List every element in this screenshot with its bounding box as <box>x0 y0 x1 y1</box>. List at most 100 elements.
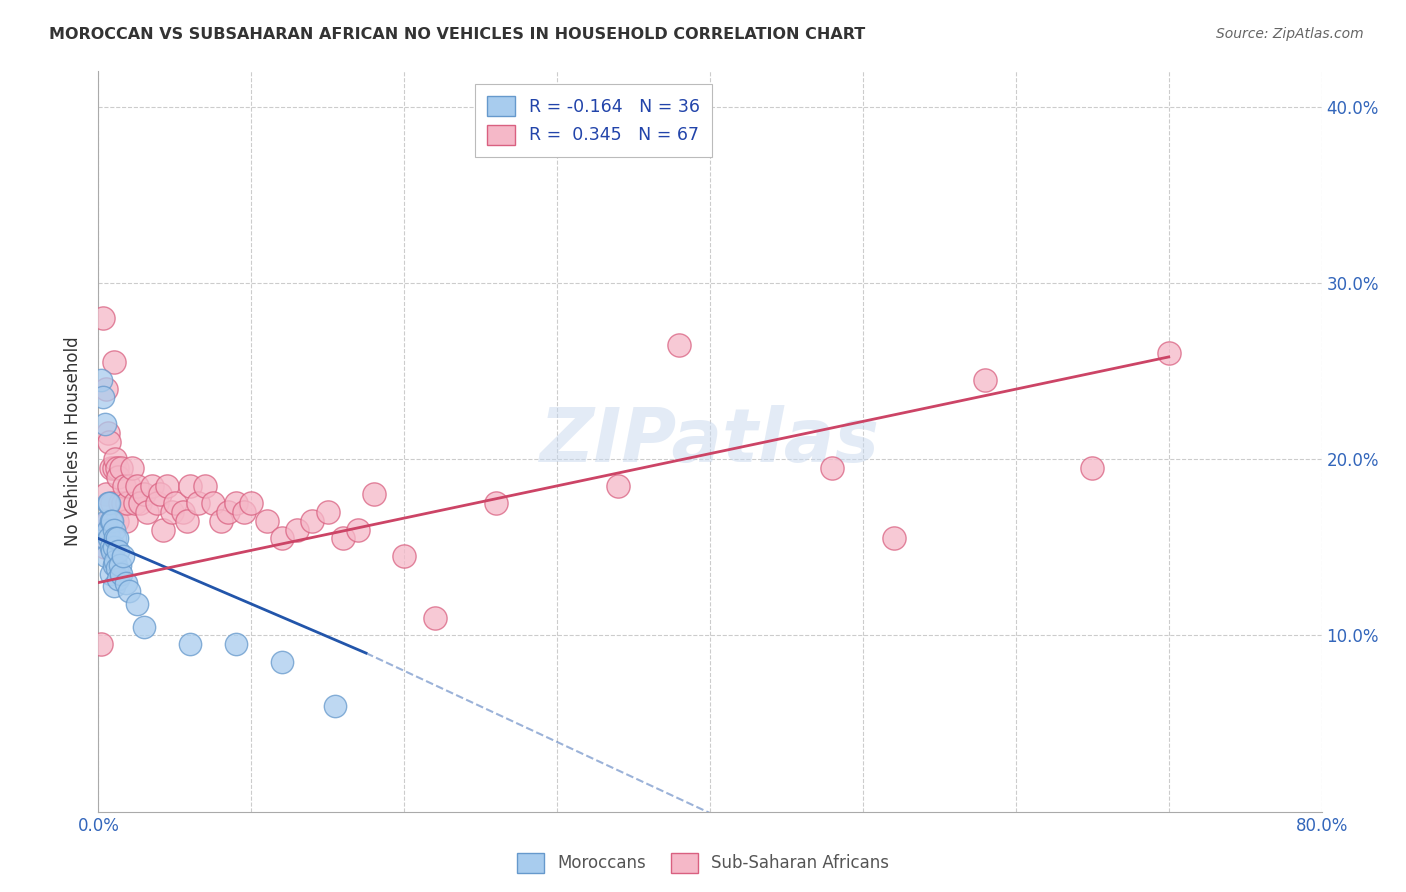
Point <box>974 373 997 387</box>
Point <box>325 698 347 713</box>
Point <box>118 584 141 599</box>
Point <box>91 311 114 326</box>
Point <box>1081 461 1104 475</box>
Point <box>94 549 117 563</box>
Point <box>363 487 385 501</box>
Text: ZIPatlas: ZIPatlas <box>540 405 880 478</box>
Point <box>392 549 416 563</box>
Point <box>217 505 239 519</box>
Point <box>103 461 125 475</box>
Point <box>94 514 117 528</box>
Point <box>121 461 143 475</box>
Point <box>110 461 132 475</box>
Point <box>145 496 167 510</box>
Point <box>103 558 125 572</box>
Point <box>270 655 292 669</box>
Point <box>125 597 148 611</box>
Point <box>93 532 115 546</box>
Point <box>240 496 263 510</box>
Point <box>93 541 115 555</box>
Point <box>103 579 125 593</box>
Point <box>172 505 194 519</box>
Point <box>485 496 508 510</box>
Point <box>101 514 124 528</box>
Point <box>98 532 121 546</box>
Text: MOROCCAN VS SUBSAHARAN AFRICAN NO VEHICLES IN HOUSEHOLD CORRELATION CHART: MOROCCAN VS SUBSAHARAN AFRICAN NO VEHICL… <box>49 27 866 42</box>
Point <box>668 337 690 351</box>
Point <box>202 496 225 510</box>
Point <box>90 373 112 387</box>
Point <box>194 478 217 492</box>
Point <box>97 514 120 528</box>
Point <box>118 478 141 492</box>
Point <box>332 532 354 546</box>
Point <box>115 514 138 528</box>
Point <box>90 637 112 651</box>
Point <box>821 461 844 475</box>
Point <box>112 478 135 492</box>
Point <box>103 541 125 555</box>
Point <box>125 478 148 492</box>
Point <box>105 461 128 475</box>
Point <box>152 523 174 537</box>
Legend: Moroccans, Sub-Saharan Africans: Moroccans, Sub-Saharan Africans <box>510 847 896 880</box>
Point <box>176 514 198 528</box>
Point <box>270 532 292 546</box>
Point <box>128 496 150 510</box>
Point <box>285 523 308 537</box>
Point <box>232 505 254 519</box>
Point <box>98 496 121 510</box>
Point <box>105 514 128 528</box>
Point <box>134 619 156 633</box>
Point <box>256 514 278 528</box>
Point <box>107 572 129 586</box>
Point <box>100 541 122 555</box>
Point <box>97 425 120 440</box>
Point <box>111 549 134 563</box>
Text: Source: ZipAtlas.com: Source: ZipAtlas.com <box>1216 27 1364 41</box>
Y-axis label: No Vehicles in Household: No Vehicles in Household <box>65 336 83 547</box>
Point <box>301 514 323 528</box>
Point <box>97 496 120 510</box>
Point <box>115 575 138 590</box>
Point <box>105 532 128 546</box>
Point <box>316 505 339 519</box>
Point <box>124 496 146 510</box>
Point <box>107 544 129 558</box>
Point <box>100 514 122 528</box>
Point <box>179 637 201 651</box>
Point <box>111 496 134 510</box>
Point <box>103 541 125 555</box>
Point <box>179 478 201 492</box>
Point <box>101 544 124 558</box>
Point <box>108 496 131 510</box>
Point <box>104 532 127 546</box>
Point <box>105 561 128 575</box>
Point <box>225 637 247 651</box>
Point <box>94 487 117 501</box>
Point <box>163 496 186 510</box>
Point <box>101 496 124 510</box>
Point <box>98 434 121 449</box>
Point <box>209 514 232 528</box>
Point <box>883 532 905 546</box>
Point <box>607 478 630 492</box>
Point <box>110 566 132 581</box>
Point <box>107 470 129 484</box>
Point <box>225 496 247 510</box>
Point <box>94 382 117 396</box>
Point <box>136 505 159 519</box>
Point <box>103 523 125 537</box>
Point <box>98 523 121 537</box>
Point <box>104 452 127 467</box>
Point <box>108 558 131 572</box>
Point <box>1157 346 1180 360</box>
Point <box>141 478 163 492</box>
Point <box>91 391 114 405</box>
Point <box>187 496 209 510</box>
Point <box>160 505 183 519</box>
Point <box>100 461 122 475</box>
Point <box>104 554 127 568</box>
Point <box>347 523 370 537</box>
Point <box>423 611 446 625</box>
